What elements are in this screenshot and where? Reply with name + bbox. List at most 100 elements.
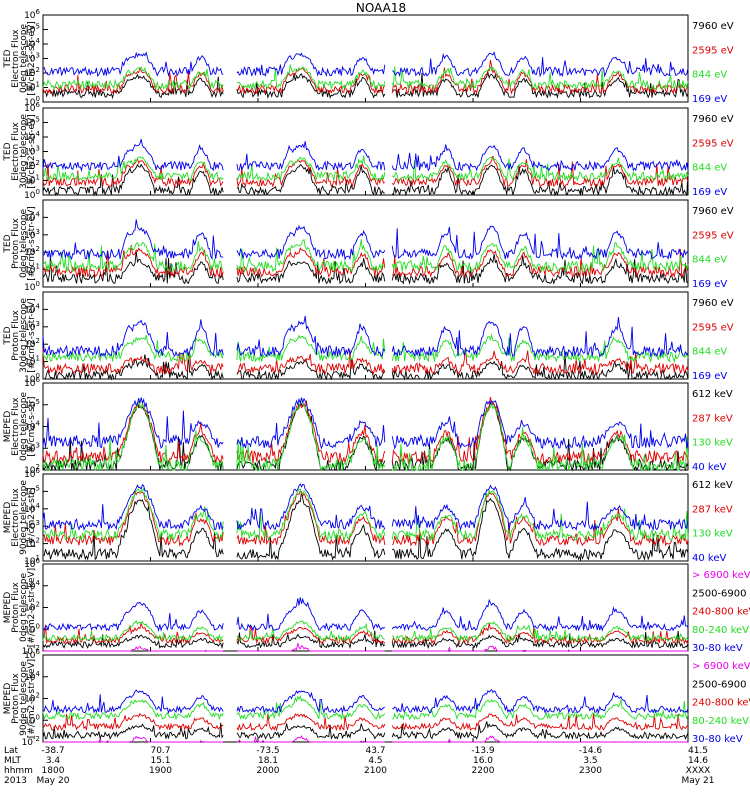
y-axis-label: TED	[3, 142, 13, 161]
time-axis-value: 41.5	[688, 746, 708, 756]
series-line	[42, 400, 689, 472]
series-line	[42, 490, 689, 547]
y-axis-label: TED	[3, 234, 13, 253]
series-line	[42, 155, 689, 182]
series-line	[42, 712, 689, 732]
y-axis-label: 0deg telescope	[19, 24, 29, 94]
time-axis-value: 2300	[579, 766, 602, 776]
time-axis-value: May 20	[37, 776, 70, 786]
legend-entry: 30-80 keV	[692, 734, 743, 745]
time-axis-value: 15.1	[150, 756, 170, 766]
legend-entry: 169 eV	[692, 94, 727, 105]
series-line	[42, 219, 689, 261]
time-axis-row-label: 2013	[4, 776, 27, 786]
panel-frame	[42, 291, 689, 380]
legend-entry: 287 keV	[692, 504, 733, 515]
series-line	[42, 163, 689, 197]
series-line	[42, 333, 689, 364]
time-axis-value: 4.5	[368, 756, 382, 766]
legend-entry: 40 keV	[692, 553, 726, 564]
y-axis-label: Electron Flux	[11, 397, 21, 456]
y-axis-label: MEPED	[3, 592, 13, 624]
y-axis-label: 0deg telescope	[19, 209, 29, 279]
time-axis-value: -13.9	[471, 746, 495, 756]
time-axis-row-label: hhmm	[4, 766, 33, 776]
legend-entry: 844 eV	[692, 70, 727, 81]
y-axis-label: 30deg telescope	[19, 114, 29, 189]
y-axis-label: TED	[3, 326, 13, 345]
legend-entry: 2500-6900	[692, 679, 747, 690]
legend-entry: 612 keV	[692, 480, 733, 491]
time-axis-value: 14.6	[688, 756, 708, 766]
legend-entry: 169 eV	[692, 187, 727, 198]
series-line	[42, 397, 689, 465]
y-axis-label: MEPED	[3, 411, 13, 443]
time-axis-value: -38.7	[41, 746, 64, 756]
ytick-label: 100	[24, 280, 40, 293]
y-axis-label: 30deg telescope	[19, 298, 29, 373]
y-axis-label: [#/cm2-s-str-eV]	[27, 298, 37, 373]
legend-entry: 80-240 keV	[692, 716, 749, 727]
series-line	[42, 138, 689, 172]
y-axis-label: Electron Flux	[11, 488, 21, 547]
legend-entry: 844 eV	[692, 163, 727, 174]
y-axis-label: Proton Flux	[11, 310, 21, 361]
series-line	[42, 315, 689, 359]
series-line	[43, 735, 688, 743]
series-line	[42, 688, 689, 715]
series-line	[42, 401, 689, 472]
series-line	[42, 486, 689, 542]
legend-entry: 2595 eV	[692, 138, 734, 149]
legend-entry: 2500-6900	[692, 588, 747, 599]
series-line	[42, 597, 689, 633]
legend-entry: 287 keV	[692, 413, 733, 424]
time-axis-value: 18.1	[258, 756, 278, 766]
legend-entry: 240-800 keV	[692, 607, 750, 618]
legend-entry: 130 keV	[692, 529, 733, 540]
legend-entry: 7960 eV	[692, 21, 734, 32]
time-axis-value: -14.6	[579, 746, 603, 756]
time-axis-value: 2100	[364, 766, 387, 776]
y-axis-label: [#/cm2-s-str-eV]	[27, 21, 37, 96]
series-line	[42, 619, 689, 643]
series-line	[42, 347, 689, 376]
time-axis-row-label: MLT	[4, 756, 22, 766]
panel-frame	[42, 107, 689, 196]
legend-entry: 240-800 keV	[692, 698, 750, 709]
y-axis-label: [#/cm2-s-str-keV]	[27, 659, 37, 738]
time-axis-value: 43.7	[365, 746, 385, 756]
legend-entry: 844 eV	[692, 255, 727, 266]
legend-entry: 7960 eV	[692, 298, 734, 309]
legend-entry: 612 keV	[692, 389, 733, 400]
y-axis-label: [#/cm2-s-str-keV]	[27, 568, 37, 647]
y-axis-label: MEPED	[3, 502, 13, 534]
y-axis-label: Proton Flux	[11, 218, 21, 269]
series-line	[42, 70, 689, 100]
time-axis-value: 70.7	[150, 746, 170, 756]
legend-entry: 2595 eV	[692, 45, 734, 56]
y-axis-label: [#/cm2-s-str-eV]	[27, 206, 37, 281]
panel-frame	[42, 199, 689, 288]
time-axis-value: 1800	[42, 766, 65, 776]
legend-entry: 169 eV	[692, 279, 727, 290]
y-axis-label: [#/cm2-s-str-eV]	[27, 114, 37, 189]
y-axis-label: [#/cm2-s-str]	[27, 396, 37, 456]
y-axis-label: Electron Flux	[11, 29, 21, 88]
legend-entry: 30-80 keV	[692, 643, 743, 654]
time-axis-value: 2000	[257, 766, 280, 776]
series-line	[42, 155, 689, 188]
time-axis-value: XXXX	[686, 766, 711, 776]
time-axis-value: -73.5	[256, 746, 279, 756]
legend-entry: 2595 eV	[692, 230, 734, 241]
time-axis-row-label: Lat	[4, 746, 19, 756]
legend-entry: > 6900 keV	[692, 570, 750, 581]
series-line	[42, 630, 689, 650]
series-line	[42, 397, 689, 450]
ytick-label: 106	[24, 8, 40, 21]
time-axis-value: 3.5	[583, 756, 597, 766]
y-axis-label: TED	[3, 49, 13, 68]
y-axis-label: Electron Flux	[11, 122, 21, 181]
y-axis-label: 90deg telescope	[19, 661, 29, 736]
